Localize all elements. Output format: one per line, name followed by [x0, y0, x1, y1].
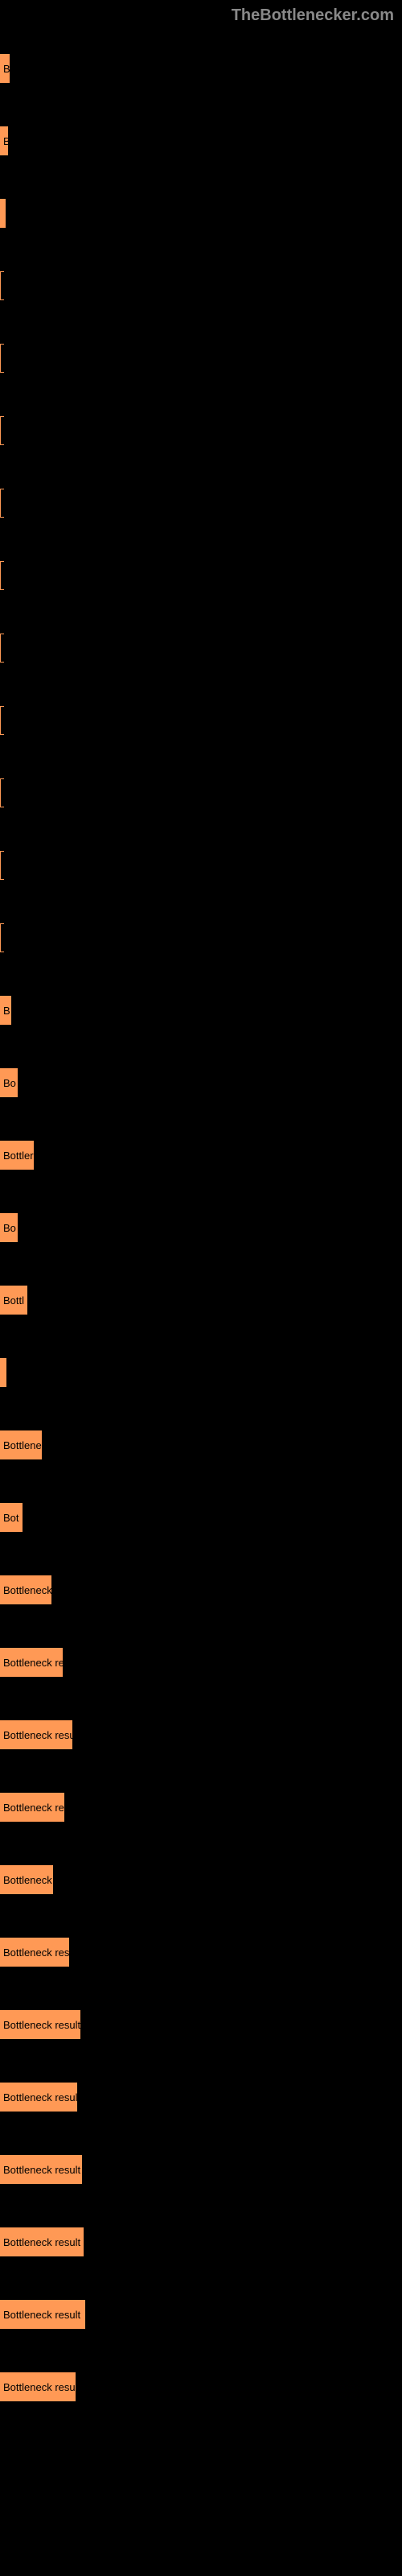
bar-row: Bo — [0, 1191, 402, 1264]
bar-label: Bottleneck res — [3, 1946, 69, 1959]
bar — [0, 1358, 6, 1387]
bar-label: Bo — [3, 1222, 16, 1234]
bar — [0, 416, 4, 445]
bar-row: B — [0, 105, 402, 177]
bar — [0, 634, 4, 663]
bar: Bot — [0, 1503, 23, 1532]
bar-row: Bottleneck res — [0, 1916, 402, 1988]
bar-label: Bottleneck result — [3, 2236, 80, 2248]
bar-row: Bottleneck — [0, 1843, 402, 1916]
bar-row: Bottl — [0, 1264, 402, 1336]
bar-row — [0, 394, 402, 467]
bar — [0, 923, 4, 952]
bar-label: Bo — [3, 1077, 16, 1089]
bar-row: Bottleneck re — [0, 1626, 402, 1699]
bar-row: Bottleneck result — [0, 2278, 402, 2351]
bar — [0, 489, 4, 518]
bar-label: Bottleneck resu — [3, 2381, 76, 2393]
bar-label: Bottleneck result — [3, 2309, 80, 2321]
bar-row: Bo — [0, 1046, 402, 1119]
bar: Bo — [0, 1068, 18, 1097]
bar: Bottleneck resu — [0, 1720, 72, 1749]
bar — [0, 778, 4, 807]
bar-label: Bottl — [3, 1294, 24, 1307]
bar-row: Bottleneck result — [0, 2206, 402, 2278]
bar-row: Bottleneck re — [0, 1771, 402, 1843]
bar: B — [0, 54, 10, 83]
bar: Bottleneck — [0, 1865, 53, 1894]
bar-label: Bottleneck re — [3, 1802, 64, 1814]
bar-row — [0, 902, 402, 974]
bar-row — [0, 612, 402, 684]
bar: Bottleneck result — [0, 2227, 84, 2256]
bar: Bottleneck result — [0, 2010, 80, 2039]
bar-label: Bottleneck resu — [3, 1729, 72, 1741]
bar-row — [0, 539, 402, 612]
chart-container: B B B Bo Bottler Bo Bottl Bottlene Bot Bottleneck… — [0, 0, 402, 2423]
bar-row — [0, 177, 402, 250]
bar — [0, 199, 6, 228]
bar-row: Bot — [0, 1481, 402, 1554]
bar-row — [0, 829, 402, 902]
bar-row — [0, 1336, 402, 1409]
bar-label: Bottler — [3, 1150, 34, 1162]
bar-label: Bottleneck resul — [3, 2091, 77, 2103]
bar-row: B — [0, 32, 402, 105]
bar-label: B — [3, 63, 10, 75]
bar-label: B — [3, 1005, 10, 1017]
bar — [0, 344, 4, 373]
bar-row: Bottleneck resu — [0, 1699, 402, 1771]
bar-label: Bottleneck — [3, 1874, 52, 1886]
bar-label: Bottleneck — [3, 1584, 51, 1596]
bar-row: Bottleneck resu — [0, 2351, 402, 2423]
bar: Bo — [0, 1213, 18, 1242]
bar: Bottleneck result — [0, 2155, 82, 2184]
bar-row: Bottler — [0, 1119, 402, 1191]
bar — [0, 706, 4, 735]
bar: B — [0, 126, 8, 155]
bar: Bottleneck re — [0, 1648, 63, 1677]
bar-row — [0, 684, 402, 757]
bar: B — [0, 996, 11, 1025]
bar-label: Bottleneck result — [3, 2019, 80, 2031]
bar-row: Bottlene — [0, 1409, 402, 1481]
bar-row: Bottleneck result — [0, 1988, 402, 2061]
bar: Bottl — [0, 1286, 27, 1315]
bar-label: Bottlene — [3, 1439, 42, 1451]
bar-row — [0, 322, 402, 394]
bar-row — [0, 467, 402, 539]
bar-row — [0, 250, 402, 322]
bar — [0, 561, 4, 590]
bar: Bottleneck — [0, 1575, 51, 1604]
bar-label: Bot — [3, 1512, 19, 1524]
bar: Bottleneck res — [0, 1938, 69, 1967]
bar-row: Bottleneck — [0, 1554, 402, 1626]
bar-row: Bottleneck resul — [0, 2061, 402, 2133]
bar — [0, 851, 4, 880]
bar-label: Bottleneck result — [3, 2164, 80, 2176]
bar-label: Bottleneck re — [3, 1657, 63, 1669]
bar-row: B — [0, 974, 402, 1046]
bar-label: B — [3, 135, 8, 147]
bar: Bottleneck re — [0, 1793, 64, 1822]
bar: Bottleneck resu — [0, 2372, 76, 2401]
bar: Bottler — [0, 1141, 34, 1170]
bar: Bottlene — [0, 1430, 42, 1459]
bar: Bottleneck resul — [0, 2083, 77, 2112]
bar: Bottleneck result — [0, 2300, 85, 2329]
bar-row: Bottleneck result — [0, 2133, 402, 2206]
bar-row — [0, 757, 402, 829]
bar — [0, 271, 4, 300]
